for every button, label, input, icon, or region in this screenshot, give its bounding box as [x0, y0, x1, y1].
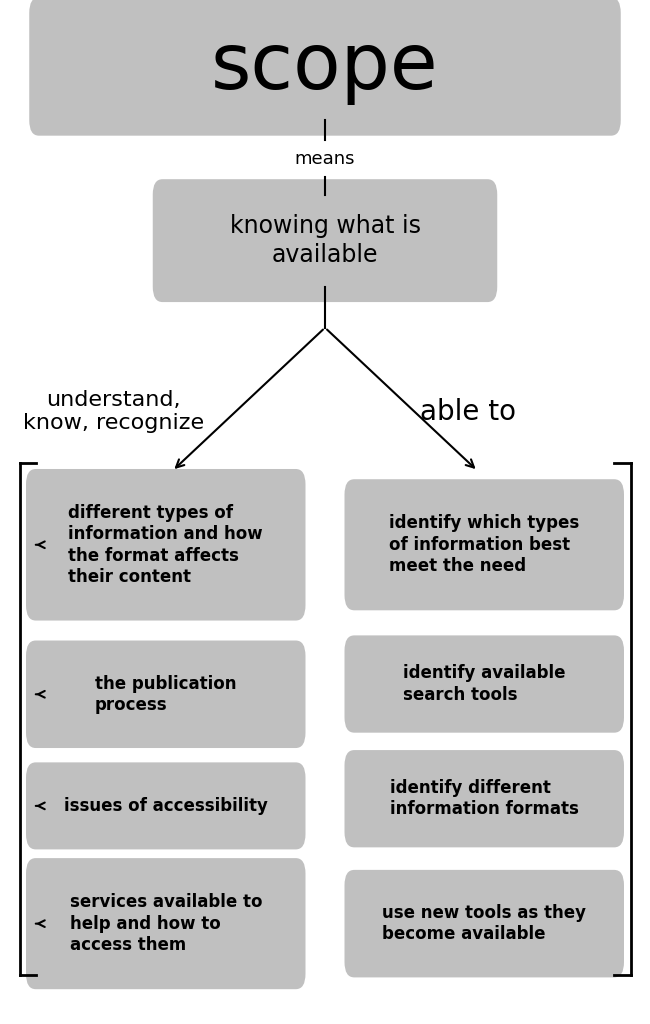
Text: the publication
process: the publication process	[95, 675, 237, 714]
Text: knowing what is
available: knowing what is available	[229, 214, 421, 267]
FancyBboxPatch shape	[344, 750, 624, 848]
FancyBboxPatch shape	[344, 635, 624, 733]
Text: use new tools as they
become available: use new tools as they become available	[382, 904, 586, 943]
Text: identify different
information formats: identify different information formats	[390, 779, 578, 818]
FancyBboxPatch shape	[153, 179, 497, 302]
FancyBboxPatch shape	[344, 479, 624, 610]
Text: means: means	[294, 150, 356, 168]
Text: identify available
search tools: identify available search tools	[403, 665, 566, 703]
FancyBboxPatch shape	[29, 0, 621, 135]
Text: services available to
help and how to
access them: services available to help and how to ac…	[70, 893, 262, 954]
FancyBboxPatch shape	[26, 858, 306, 989]
FancyBboxPatch shape	[344, 870, 624, 977]
Text: different types of
information and how
the format affects
their content: different types of information and how t…	[68, 504, 263, 586]
Text: issues of accessibility: issues of accessibility	[64, 797, 268, 815]
Text: able to: able to	[420, 397, 516, 426]
FancyBboxPatch shape	[26, 469, 306, 621]
Text: understand,
know, recognize: understand, know, recognize	[23, 390, 204, 433]
Text: scope: scope	[211, 29, 439, 104]
FancyBboxPatch shape	[26, 762, 306, 850]
Text: identify which types
of information best
meet the need: identify which types of information best…	[389, 514, 579, 575]
FancyBboxPatch shape	[26, 641, 306, 748]
